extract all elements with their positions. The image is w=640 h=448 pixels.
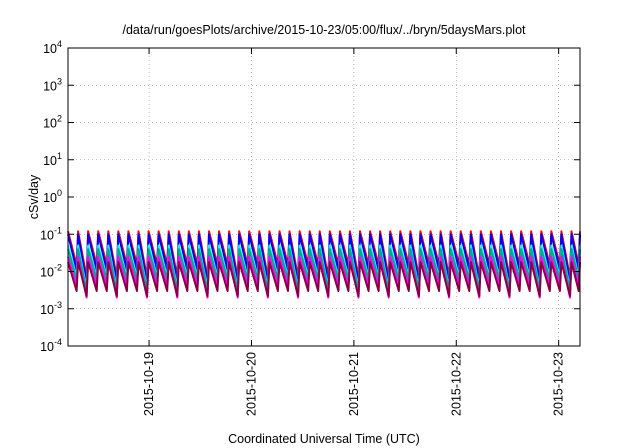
- y-tick-label: 103: [43, 76, 62, 93]
- y-tick-label: 104: [43, 39, 62, 56]
- chart-title: /data/run/goesPlots/archive/2015-10-23/0…: [122, 23, 526, 37]
- x-axis: 2015-10-19 2015-10-20 2015-10-21 2015-10-22…: [142, 48, 566, 416]
- x-tick-label: 2015-10-22: [449, 352, 463, 416]
- y-tick-label: 101: [43, 151, 62, 168]
- x-tick-label: 2015-10-23: [552, 352, 566, 416]
- y-tick-label: 10-2: [40, 263, 62, 280]
- y-tick-label: 10-1: [40, 225, 62, 242]
- y-axis: 10-4 10-3 10-2 10-1 100 101 102 103 104: [40, 39, 580, 354]
- plot-area: [67, 230, 581, 299]
- y-tick-label: 10-3: [40, 300, 62, 317]
- y-tick-label: 102: [43, 114, 62, 131]
- y-tick-label: 100: [43, 188, 62, 205]
- y-axis-label: cSv/day: [27, 174, 41, 219]
- grid: [68, 48, 580, 346]
- x-tick-label: 2015-10-20: [244, 352, 258, 416]
- y-tick-label: 10-4: [40, 337, 62, 354]
- x-tick-label: 2015-10-19: [142, 352, 156, 416]
- x-tick-label: 2015-10-21: [347, 352, 361, 416]
- series-line: [67, 261, 581, 297]
- x-axis-label: Coordinated Universal Time (UTC): [228, 432, 420, 446]
